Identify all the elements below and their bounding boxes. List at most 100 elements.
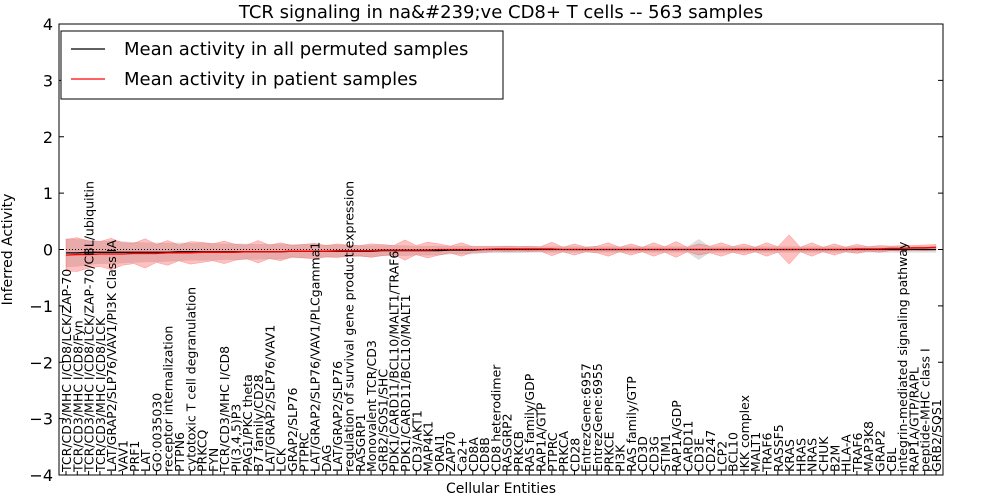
x-tick-label: IKK complex <box>737 395 752 472</box>
x-tick-label: BCL10 <box>726 432 741 472</box>
x-tick-label: RASGRP1 <box>353 413 368 472</box>
x-tick-label: PRKCQ <box>195 430 210 472</box>
y-axis-ticks: −4 −3 −2 −1 0 1 2 3 4 <box>29 15 943 485</box>
x-tick-label: CD3E <box>692 438 707 472</box>
x-tick-label: KRAS <box>782 439 797 472</box>
y-axis-label: Inferred Activity <box>0 194 16 306</box>
x-tick-label: GO:0035030 <box>149 393 164 472</box>
legend-patient-label: Mean activity in patient samples <box>124 69 418 90</box>
x-tick-label: PDK1/CARD11/BCL10/MALT1 <box>398 294 413 472</box>
x-tick-label: regulation of survival gene product expr… <box>341 181 356 472</box>
y-tick-label: −4 <box>29 466 53 485</box>
x-tick-label: PI3K <box>613 444 628 472</box>
x-tick-label: CHUK <box>816 436 831 472</box>
x-tick-label: RAP1A/GDP <box>669 400 684 472</box>
x-tick-label: CARD11 <box>680 421 695 473</box>
legend: Mean activity in all permuted samples Me… <box>60 30 504 100</box>
x-tick-labels: TCR/CD3/MHC I/CD8/LCK/ZAP-70TCR/CD3/MHC … <box>59 181 944 475</box>
x-tick-label: LAT/GRAP2/SLP76/VAV1/PI3K Class IA <box>104 240 119 472</box>
x-tick-label: LCK <box>274 447 289 472</box>
x-tick-label: PTPRC <box>545 432 560 472</box>
x-tick-label: LCP2 <box>714 441 729 472</box>
x-tick-label: ORAI1 <box>432 434 447 472</box>
x-axis-label: Cellular Entities <box>446 481 556 497</box>
x-tick-label: MAP3K8 <box>861 421 876 472</box>
x-tick-label: PRKCE <box>601 432 616 472</box>
x-tick-label: CD8A <box>466 437 481 472</box>
x-tick-label: DAG <box>319 445 334 472</box>
x-tick-label: PDK1/CARD11/BCL10/MALT1/TRAF6 <box>387 251 402 472</box>
y-tick-label: 3 <box>43 71 53 90</box>
x-tick-label: Ca2+ <box>454 437 469 472</box>
x-tick-label: HRAS <box>793 438 808 472</box>
x-tick-label: GRB2/SOS1 <box>929 399 944 472</box>
x-tick-label: RAS family/GDP <box>522 373 537 472</box>
x-tick-label: STIM1 <box>658 434 673 472</box>
y-tick-label: 0 <box>43 241 53 260</box>
x-tick-label: MAP4K1 <box>421 421 436 472</box>
x-tick-label: PI(3,4,5)P3 <box>228 404 243 472</box>
x-tick-label: CD28 <box>567 438 582 472</box>
x-tick-label: CD3D <box>635 436 650 472</box>
legend-box <box>60 30 504 100</box>
legend-permuted-label: Mean activity in all permuted samples <box>124 39 468 60</box>
x-tick-label: PTPRC <box>296 432 311 472</box>
x-tick-label: TCR/CD3/MHC I/CD8/LCK/ZAP-70 <box>59 269 74 473</box>
x-tick-label: LAT/GRAP2/SLP76 <box>330 361 345 472</box>
x-tick-label: CD3/AKT1 <box>409 410 424 472</box>
x-tick-label: PTPN6 <box>172 432 187 472</box>
x-tick-label: TCR/CD3/MHC I/CD8 <box>217 346 232 473</box>
x-tick-label: integrin-mediated signaling pathway <box>895 241 910 472</box>
x-tick-label: LAT/GRAP2/SLP76/VAV1 <box>262 325 277 472</box>
x-tick-label: EntrezGene:6957 <box>579 363 594 472</box>
x-tick-label: B7 family/CD28 <box>251 374 266 472</box>
x-tick-label: B2M <box>827 445 842 472</box>
x-tick-label: TCR/CD3/MHC I/CD8/LCK/ZAP-70/CBL/ubiquit… <box>82 181 97 473</box>
x-tick-label: ZAP70 <box>443 431 458 472</box>
x-tick-label: peptide-MHC class I <box>918 348 933 472</box>
x-tick-label: MALT1 <box>748 432 763 472</box>
x-tick-label: CD247 <box>703 430 718 472</box>
x-tick-label: PRKCA <box>556 431 571 472</box>
x-tick-label: CBL <box>884 448 899 472</box>
x-tick-label: Monovalent TCR/CD3 <box>364 340 379 472</box>
y-tick-label: 4 <box>43 15 53 34</box>
y-tick-label: −1 <box>29 297 53 316</box>
x-tick-label: GRB2/SOS1/SHC <box>375 369 390 472</box>
x-tick-label: TRAF6 <box>850 432 865 473</box>
x-tick-label: CD8 heterodimer <box>488 364 503 472</box>
x-tick-label: PRKCB <box>511 431 526 472</box>
x-tick-label: cytotoxic T cell degranulation <box>183 287 198 472</box>
line-patient <box>65 246 937 256</box>
chart-title: TCR signaling in na&#239;ve CD8+ T cells… <box>238 2 763 23</box>
x-tick-label: receptor internalization <box>161 326 176 472</box>
x-tick-label: TRAF6 <box>760 432 775 473</box>
x-tick-label: HLA-A <box>839 434 854 472</box>
x-tick-label: CD3G <box>647 436 662 472</box>
x-tick-label: RASSF5 <box>771 424 786 472</box>
x-tick-label: TCR/CD3/MHC I/CD8/Fyn <box>70 320 85 473</box>
confidence-bands <box>65 234 937 272</box>
x-tick-label: LAT <box>138 449 153 472</box>
x-tick-label: CD8B <box>477 437 492 472</box>
x-tick-label: NRAS <box>805 438 820 472</box>
x-tick-label: PRF1 <box>127 441 142 472</box>
x-tick-label: VAV1 <box>115 440 130 472</box>
x-tick-label: TCR/CD3/MHC I/CD8/LCK <box>93 317 108 473</box>
x-tick-label: PAG1/PKC theta <box>240 374 255 472</box>
y-tick-label: −3 <box>29 410 53 429</box>
x-tick-label: LAT/GRAP2/SLP76/VAV1/PLCgamma1 <box>308 242 323 472</box>
plot-frame <box>58 23 944 476</box>
y-tick-label: 1 <box>43 184 53 203</box>
x-tick-label: GRAP2/SLP76 <box>285 387 300 472</box>
x-tick-label: GRAP2 <box>873 430 888 472</box>
x-tick-label: FYN <box>206 448 221 472</box>
x-tick-label: EntrezGene:6955 <box>590 363 605 472</box>
x-tick-label: RAS family/GTP <box>624 376 639 472</box>
x-tick-label: RAP1A/GTP/RAPL <box>906 367 921 472</box>
y-tick-label: −2 <box>29 353 53 372</box>
x-tick-label: RASGRP2 <box>500 413 515 472</box>
x-tick-label: RAP1A/GTP <box>534 402 549 472</box>
y-tick-label: 2 <box>43 128 53 147</box>
